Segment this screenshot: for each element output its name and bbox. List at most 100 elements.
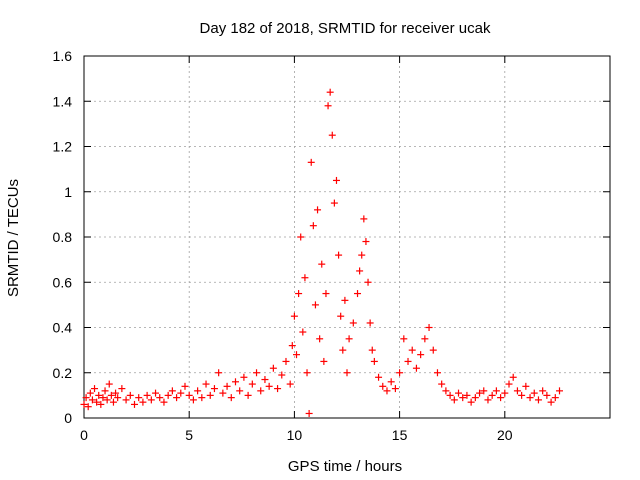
data-point (467, 398, 475, 406)
data-point (375, 373, 383, 381)
data-point (368, 346, 376, 354)
y-tick-label: 1.4 (53, 93, 73, 109)
x-axis-label: GPS time / hours (288, 458, 402, 475)
data-point (463, 391, 471, 399)
data-point (177, 389, 185, 397)
data-point (337, 312, 345, 320)
data-point (147, 396, 155, 404)
data-point (303, 369, 311, 377)
data-point (530, 389, 538, 397)
data-point (345, 335, 353, 343)
data-point (248, 380, 256, 388)
data-point (356, 267, 364, 275)
axes (83, 55, 611, 419)
data-point (539, 387, 547, 395)
data-point (206, 391, 214, 399)
data-point (240, 373, 248, 381)
data-point (236, 387, 244, 395)
data-point (135, 394, 143, 402)
data-point (497, 394, 505, 402)
data-point (130, 400, 138, 408)
data-point (265, 382, 273, 390)
data-point (318, 260, 326, 268)
data-point (408, 346, 416, 354)
data-point (362, 238, 370, 246)
data-point (332, 176, 340, 184)
data-point (341, 296, 349, 304)
data-point (358, 251, 366, 259)
data-point (103, 396, 111, 404)
data-point (429, 346, 437, 354)
data-point (97, 400, 105, 408)
data-point (160, 398, 168, 406)
y-tick-label: 0 (64, 410, 72, 426)
data-point (194, 387, 202, 395)
data-point (543, 391, 551, 399)
data-point (335, 251, 343, 259)
y-tick-label: 1.2 (53, 139, 73, 155)
data-point (354, 290, 362, 298)
data-point (400, 335, 408, 343)
data-point (476, 389, 484, 397)
x-tick-label: 15 (392, 427, 408, 443)
data-point (364, 278, 372, 286)
data-point (152, 389, 160, 397)
data-point (290, 312, 298, 320)
data-point (505, 380, 513, 388)
data-point (109, 398, 117, 406)
data-point (101, 387, 109, 395)
data-point (80, 400, 88, 408)
data-point (309, 222, 317, 230)
y-tick-label: 0.4 (53, 320, 73, 336)
data-point (295, 290, 303, 298)
data-point (488, 391, 496, 399)
data-point (84, 403, 92, 411)
data-point (82, 394, 90, 402)
data-point (202, 380, 210, 388)
data-point (343, 369, 351, 377)
chart-title: Day 182 of 2018, SRMTID for receiver uca… (200, 20, 491, 37)
data-point (471, 394, 479, 402)
data-point (518, 391, 526, 399)
data-point (455, 389, 463, 397)
x-tick-label: 5 (185, 427, 193, 443)
data-point (93, 398, 101, 406)
data-point (534, 396, 542, 404)
data-point (551, 394, 559, 402)
data-point (95, 391, 103, 399)
data-point (299, 328, 307, 336)
data-point (99, 394, 107, 402)
data-point (412, 364, 420, 372)
data-point (370, 357, 378, 365)
data-point (556, 387, 564, 395)
data-point (509, 373, 517, 381)
data-point (257, 387, 265, 395)
data-point (442, 387, 450, 395)
data-point (314, 206, 322, 214)
data-point (114, 394, 122, 402)
data-point (261, 376, 269, 384)
tick-labels: 0 0.2 0.4 0.6 0.8 1 1.2 1.4 1.6 0 5 10 15 20 (53, 48, 513, 443)
data-point (326, 88, 334, 96)
data-point (198, 394, 206, 402)
data-point (421, 335, 429, 343)
data-point (330, 199, 338, 207)
data-point (383, 387, 391, 395)
data-points (80, 88, 564, 417)
data-point (189, 396, 197, 404)
data-point (360, 215, 368, 223)
data-point (122, 396, 130, 404)
y-tick-label: 0.8 (53, 229, 73, 245)
data-point (425, 324, 433, 331)
data-point (297, 233, 305, 241)
data-point (513, 387, 521, 395)
data-point (156, 394, 164, 402)
data-point (274, 385, 282, 393)
data-point (164, 391, 172, 399)
grid (84, 56, 610, 418)
data-point (143, 391, 151, 399)
data-point (286, 380, 294, 388)
x-tick-label: 20 (497, 427, 513, 443)
x-tick-label: 10 (287, 427, 303, 443)
